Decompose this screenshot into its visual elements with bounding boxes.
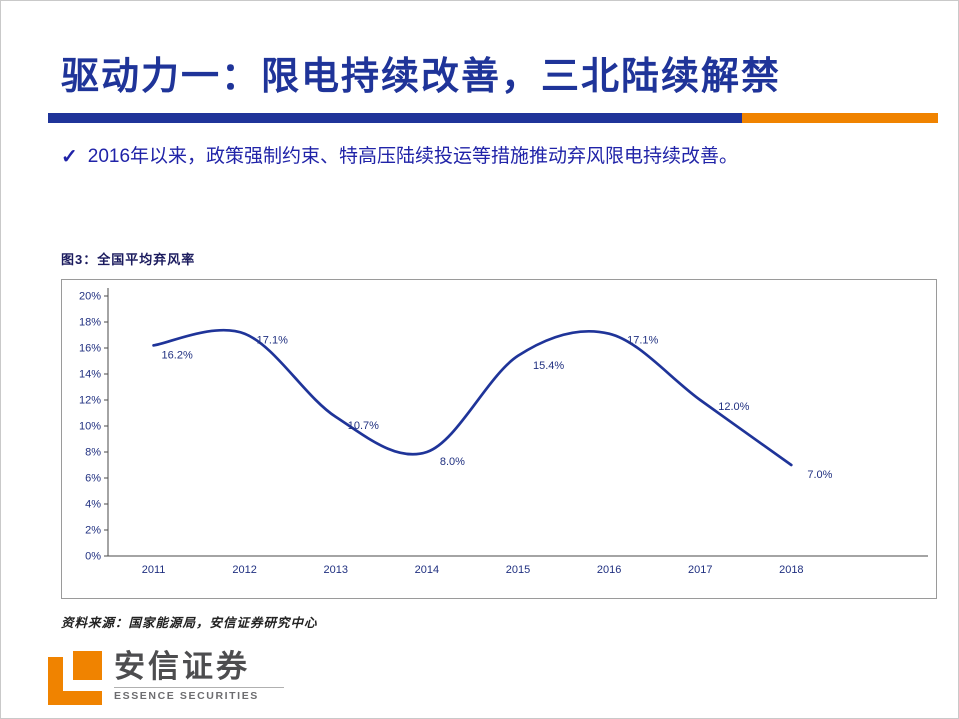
svg-text:2013: 2013 <box>324 564 348 576</box>
svg-text:6%: 6% <box>85 473 101 485</box>
svg-text:12%: 12% <box>79 395 101 407</box>
check-icon: ✓ <box>61 146 78 168</box>
figure-title: 图3：全国平均弃风率 <box>61 252 196 267</box>
title-accent-bar-navy <box>48 113 742 123</box>
svg-text:16%: 16% <box>79 343 101 355</box>
svg-text:0%: 0% <box>85 551 101 563</box>
logo-divider <box>114 686 284 688</box>
svg-text:2016: 2016 <box>597 564 621 576</box>
svg-text:17.1%: 17.1% <box>257 335 288 347</box>
svg-text:8.0%: 8.0% <box>440 456 465 468</box>
svg-text:10%: 10% <box>79 421 101 433</box>
svg-text:2018: 2018 <box>779 564 803 576</box>
page-title: 驱动力一：限电持续改善，三北陆续解禁 <box>61 56 782 98</box>
svg-text:10.7%: 10.7% <box>348 420 379 432</box>
source-note: 资料来源：国家能源局，安信证券研究中心 <box>61 616 318 630</box>
svg-text:17.1%: 17.1% <box>627 335 658 347</box>
svg-text:15.4%: 15.4% <box>533 360 564 372</box>
chart-frame: 0% 2% 4% 6% 8% 10% 12% 14% 16% 18% 20% 2011 2012 2013… <box>61 279 937 599</box>
title-accent-bar-orange <box>742 113 938 123</box>
svg-text:16.2%: 16.2% <box>162 349 193 361</box>
svg-text:4%: 4% <box>85 499 101 511</box>
svg-text:2017: 2017 <box>688 564 712 576</box>
title-accent-bar <box>48 113 938 123</box>
svg-text:12.0%: 12.0% <box>718 401 749 413</box>
company-name-cn: 安信证券 <box>114 649 250 684</box>
company-name-en: ESSENCE SECURITIES <box>114 689 259 702</box>
svg-text:2%: 2% <box>85 525 101 537</box>
svg-text:2014: 2014 <box>415 564 439 576</box>
bullet-item: ✓ 2016年以来，政策强制约束、特高压陆续投运等措施推动弃风限电持续改善。 <box>61 144 921 171</box>
bullet-text: 2016年以来，政策强制约束、特高压陆续投运等措施推动弃风限电持续改善。 <box>87 146 739 167</box>
company-logo-block: 安信证券 ESSENCE SECURITIES <box>46 649 284 707</box>
svg-text:20%: 20% <box>79 291 101 303</box>
svg-text:18%: 18% <box>79 317 101 329</box>
svg-text:8%: 8% <box>85 447 101 459</box>
svg-text:14%: 14% <box>79 369 101 381</box>
svg-text:2012: 2012 <box>232 564 256 576</box>
svg-text:7.0%: 7.0% <box>807 469 832 481</box>
svg-text:2015: 2015 <box>506 564 530 576</box>
svg-text:2011: 2011 <box>142 564 166 576</box>
wind-curtailment-line-chart: 0% 2% 4% 6% 8% 10% 12% 14% 16% 18% 20% 2011 2012 2013… <box>79 288 928 576</box>
essence-logo-icon <box>48 651 102 705</box>
